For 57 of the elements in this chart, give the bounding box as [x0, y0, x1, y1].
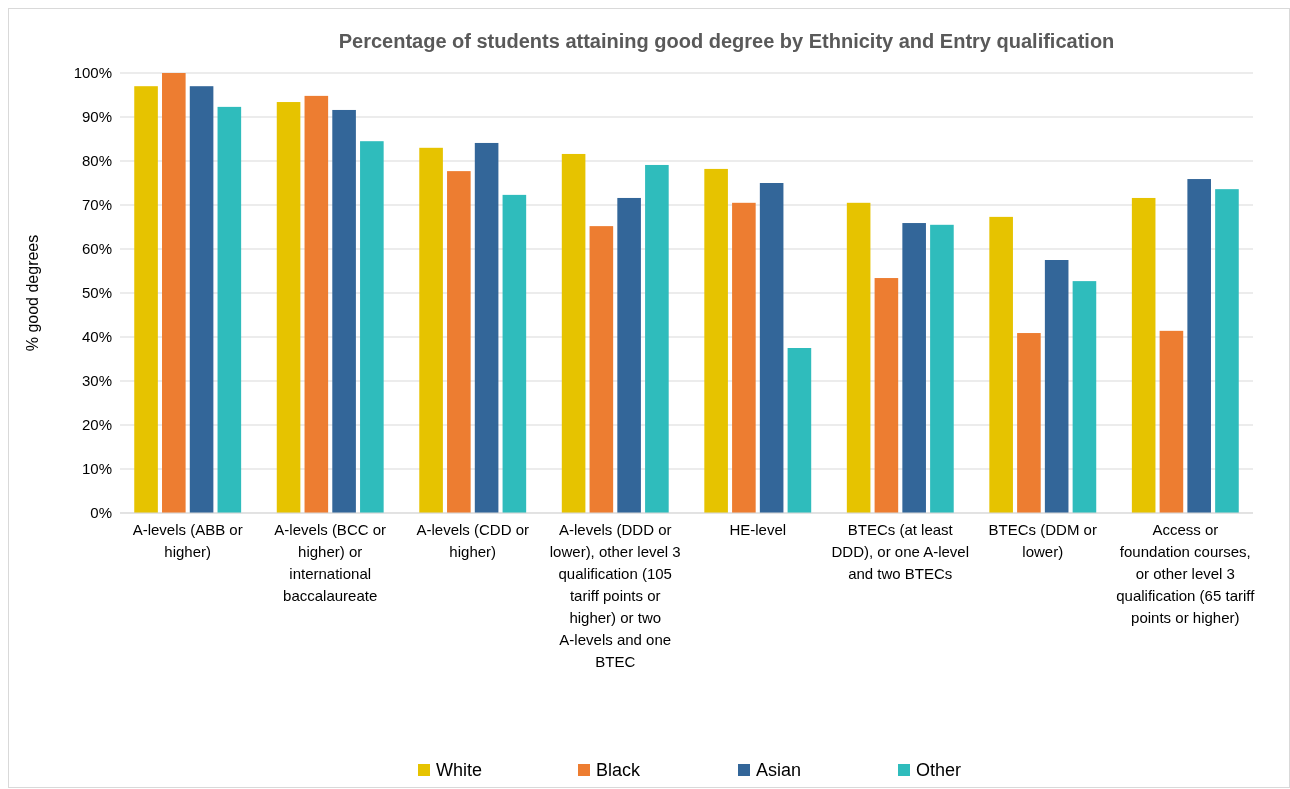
bar: [759, 183, 784, 513]
x-tick-label: A-levels (BCC or higher) or international baccalaureate: [274, 521, 387, 604]
y-tick-label: 50%: [81, 284, 112, 302]
bar: [189, 86, 214, 513]
x-tick-label: Access or foundation courses, or other level 3 qualification (65 tariff points or higher): [1116, 521, 1256, 626]
bar: [1215, 189, 1239, 513]
y-tick-label: 40%: [81, 328, 112, 346]
bar: [1131, 197, 1156, 513]
bar: [162, 73, 186, 513]
bar: [930, 224, 954, 513]
y-tick-label: 90%: [81, 108, 112, 126]
bar: [419, 147, 443, 513]
bar: [561, 153, 586, 513]
legend-label: White: [436, 760, 483, 780]
bar: [360, 141, 384, 513]
x-tick-label: BTECs (DDM or lower): [988, 521, 1097, 560]
y-tick-label: 100%: [73, 64, 112, 82]
bar: [1159, 330, 1184, 513]
bar: [1072, 281, 1097, 513]
bar: [447, 171, 471, 513]
legend-label: Other: [916, 760, 962, 780]
bar: [732, 202, 756, 513]
bar: [589, 226, 614, 513]
bar: [474, 142, 499, 513]
x-tick-label: BTECs (at least DDD), or one A-level and two BTECs: [831, 521, 970, 582]
y-tick-label: 60%: [81, 240, 112, 258]
bar: [989, 216, 1013, 513]
bar: [704, 168, 728, 513]
bar: [1187, 179, 1211, 513]
y-tick-label: 70%: [81, 196, 112, 214]
x-tick-label: A-levels (DDD or lower), other level 3 qualification (105 tariff points or higher) or two A-levels and one BTEC: [549, 521, 681, 670]
y-tick-label: 80%: [81, 152, 112, 170]
bar: [645, 164, 669, 513]
bar: [787, 348, 812, 513]
bar: [1017, 333, 1041, 513]
bar: [902, 223, 926, 513]
bar: [502, 194, 527, 513]
bar: [874, 278, 899, 513]
bar: [846, 202, 871, 513]
y-tick-label: 0%: [90, 504, 112, 522]
bar: [1044, 260, 1069, 513]
legend-label: Asian: [756, 760, 802, 780]
legend-label: Black: [596, 760, 642, 780]
bar: [276, 102, 301, 513]
x-tick-label: A-levels (CDD or higher): [416, 521, 529, 560]
bar: [617, 197, 641, 513]
x-tick-label: HE-level: [729, 521, 787, 538]
y-tick-label: 30%: [81, 372, 112, 390]
y-tick-label: 20%: [81, 416, 112, 434]
bar: [304, 95, 329, 513]
chart-title: Percentage of students attaining good degree by Ethnicity and Entry qualification: [338, 30, 1115, 52]
bar: [217, 106, 242, 513]
bar: [332, 109, 356, 513]
x-tick-label: A-levels (ABB or higher): [132, 521, 243, 560]
bar: [134, 86, 158, 513]
y-tick-label: 10%: [81, 460, 112, 478]
y-axis-title: % good degrees: [24, 234, 41, 352]
